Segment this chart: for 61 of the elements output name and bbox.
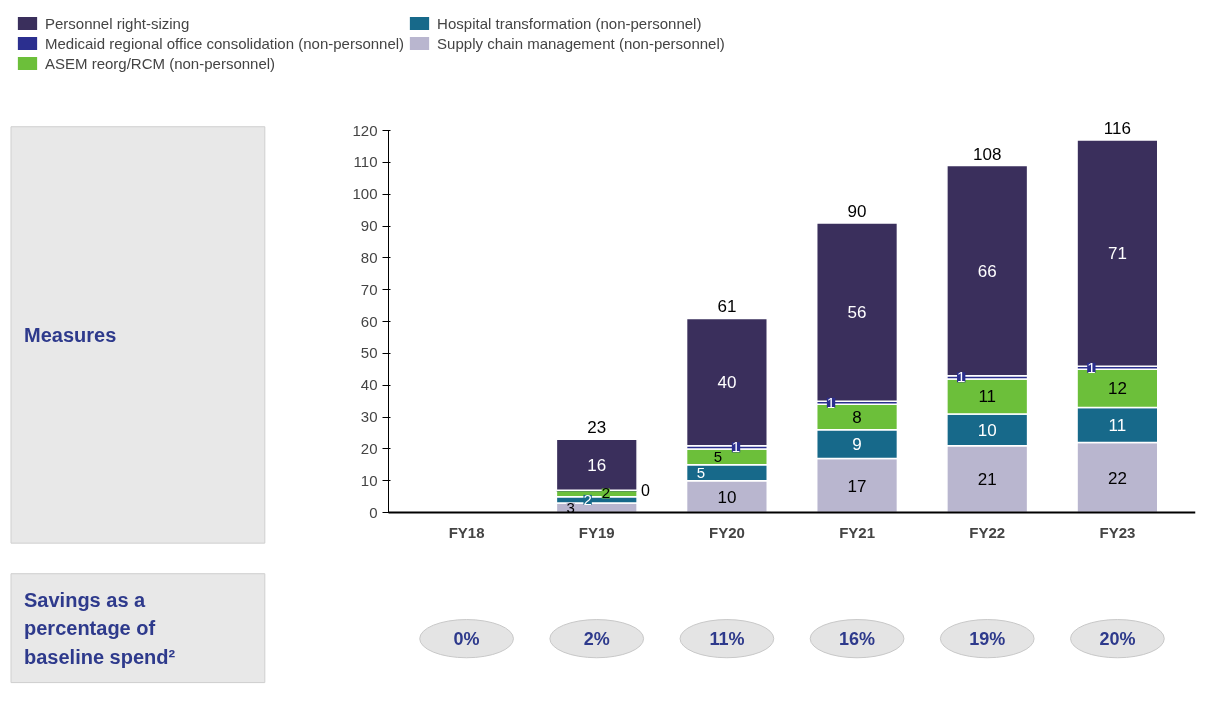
data-label: 12 — [1107, 379, 1127, 399]
text: Savings as a percentage of baseline spend² — [24, 588, 176, 668]
data-label: 11 — [1108, 416, 1127, 436]
y-tick-label: 80 — [360, 248, 378, 266]
x-tick-label: FY18 — [448, 523, 485, 541]
data-label: 1 — [1087, 358, 1096, 376]
total-label: 116 — [1103, 119, 1131, 139]
x-tick-label: FY20 — [708, 523, 745, 541]
y-tick-label: 100 — [352, 185, 378, 203]
data-label: 66 — [977, 261, 997, 281]
data-label: 5 — [696, 463, 706, 481]
data-label: 10 — [977, 420, 997, 440]
legend-label: Personnel right-sizing — [45, 14, 190, 32]
data-label: 16 — [587, 455, 607, 475]
data-label: 8 — [852, 408, 862, 428]
y-tick-label: 50 — [360, 344, 378, 362]
data-label: 22 — [1107, 468, 1127, 488]
data-label: 5 — [713, 447, 722, 465]
legend-label: Hospital transformation (non-personnel) — [437, 14, 702, 32]
x-tick-label: FY22 — [969, 523, 1006, 541]
data-label: 1 — [957, 368, 966, 386]
total-label: 90 — [847, 201, 867, 221]
y-tick-label: 30 — [360, 408, 378, 426]
total-label: 23 — [587, 418, 607, 438]
data-label: 2 — [583, 490, 592, 508]
text: 11% — [709, 628, 745, 649]
data-label: 10 — [717, 487, 737, 507]
y-tick-label: 110 — [353, 153, 378, 171]
total-label: 61 — [717, 297, 737, 317]
data-label: 11 — [978, 387, 997, 407]
y-tick-label: 10 — [360, 471, 378, 489]
data-label: 40 — [717, 373, 737, 393]
y-tick-label: 60 — [360, 312, 378, 330]
data-label: 1 — [731, 438, 741, 456]
x-tick-label: FY23 — [1099, 523, 1136, 541]
y-tick-label: 120 — [352, 121, 378, 139]
text: 16% — [839, 628, 876, 649]
x-tick-label: FY19 — [578, 523, 615, 541]
data-label: 1 — [826, 393, 836, 411]
data-label: 71 — [1107, 244, 1127, 264]
text: 2% — [583, 628, 610, 649]
data-label: 9 — [852, 435, 862, 455]
data-label: 17 — [847, 476, 867, 496]
text: 0% — [453, 628, 480, 649]
data-label: 0 — [641, 482, 650, 500]
text: 19% — [969, 628, 1006, 649]
text: Measures — [24, 323, 117, 346]
y-tick-label: 40 — [360, 376, 378, 394]
legend-label: Medicaid regional office consolidation (non-personnel) — [45, 34, 405, 52]
text: 20% — [1099, 628, 1136, 649]
y-tick-label: 90 — [360, 217, 378, 235]
y-tick-label: 70 — [360, 280, 378, 298]
y-tick-label: 20 — [360, 439, 378, 457]
data-label: 2 — [601, 484, 611, 502]
data-label: 21 — [977, 470, 997, 490]
x-tick-label: FY21 — [839, 523, 876, 541]
data-label: 56 — [847, 303, 867, 323]
legend-label: ASEM reorg/RCM (non-personnel) — [45, 54, 276, 72]
total-label: 108 — [973, 144, 1002, 164]
y-tick-label: 0 — [369, 503, 378, 521]
legend-label: Supply chain management (non-personnel) — [437, 34, 725, 52]
